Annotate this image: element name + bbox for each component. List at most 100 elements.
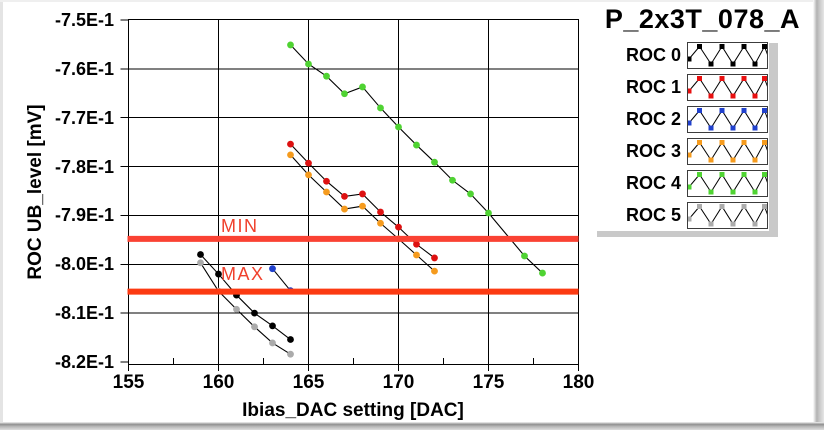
legend-marker xyxy=(762,76,767,81)
legend-marker xyxy=(687,56,692,62)
legend-plot-style-swatch[interactable] xyxy=(687,138,768,165)
marker-roc1 xyxy=(305,159,312,167)
marker-roc0 xyxy=(215,270,222,278)
marker-roc4 xyxy=(323,72,330,80)
chart-title: P_2x3T_078_A xyxy=(604,4,800,34)
legend-marker xyxy=(741,140,747,145)
legend-shadow xyxy=(597,231,778,237)
legend-row-roc3[interactable]: ROC 3 xyxy=(586,138,812,165)
window-border-top xyxy=(0,0,824,2)
marker-roc4 xyxy=(449,176,456,184)
marker-roc5 xyxy=(233,305,240,313)
marker-roc1 xyxy=(395,223,402,231)
x-tick-label: 155 xyxy=(112,372,145,393)
legend-marker xyxy=(752,157,758,163)
marker-roc3 xyxy=(377,219,384,227)
marker-roc1 xyxy=(359,190,366,198)
legend-marker xyxy=(687,184,692,190)
legend-row-roc1[interactable]: ROC 1 xyxy=(586,74,812,101)
x-tick-label: 180 xyxy=(562,372,595,393)
y-tick-label: -8.1E-1 xyxy=(54,303,114,324)
legend-marker xyxy=(762,204,767,209)
marker-roc5 xyxy=(197,259,204,267)
legend-line xyxy=(688,109,768,129)
marker-roc0 xyxy=(197,251,204,258)
legend-plot-style-swatch[interactable] xyxy=(687,202,768,229)
legend-swatch-border xyxy=(687,42,768,69)
marker-roc5 xyxy=(251,323,258,331)
legend-marker xyxy=(687,216,692,222)
legend-marker xyxy=(762,172,767,177)
marker-roc4 xyxy=(377,104,384,112)
marker-roc3 xyxy=(413,251,420,259)
legend-marker xyxy=(762,44,767,49)
legend-label: ROC 3 xyxy=(625,141,681,161)
legend-row-roc5[interactable]: ROC 5 xyxy=(586,202,812,229)
y-tick-label: -7.5E-1 xyxy=(54,10,114,30)
legend-marker xyxy=(719,172,725,177)
marker-roc3 xyxy=(359,202,366,210)
legend-label: ROC 5 xyxy=(625,205,681,225)
legend-label: ROC 0 xyxy=(625,45,681,65)
legend-marker xyxy=(708,125,714,131)
legend-row-roc4[interactable]: ROC 4 xyxy=(586,170,812,197)
window-border-right xyxy=(813,0,824,430)
legend-marker xyxy=(687,120,692,126)
legend-plot-style-swatch[interactable] xyxy=(687,42,768,69)
legend-plot-style-swatch[interactable] xyxy=(687,170,768,197)
legend-marker xyxy=(708,157,714,163)
legend-marker xyxy=(741,108,747,113)
legend-line xyxy=(688,77,768,97)
marker-roc1 xyxy=(431,254,438,262)
legend-plot-style-swatch[interactable] xyxy=(687,74,768,101)
marker-roc3 xyxy=(287,151,294,159)
plot-frame xyxy=(127,18,580,366)
legend-marker xyxy=(687,152,692,158)
marker-roc5 xyxy=(287,350,294,358)
series-line-roc0 xyxy=(200,254,291,340)
legend-swatch-border xyxy=(687,202,768,229)
marker-roc4 xyxy=(359,83,366,91)
series-line-roc3 xyxy=(290,154,435,272)
legend-marker xyxy=(752,125,758,131)
y-tick-label: -7.9E-1 xyxy=(54,205,114,226)
legend-marker xyxy=(719,140,725,145)
marker-roc1 xyxy=(377,208,384,216)
legend-marker xyxy=(697,108,702,113)
legend-marker xyxy=(697,76,702,81)
legend-row-roc0[interactable]: ROC 0 xyxy=(586,42,812,69)
legend-marker xyxy=(741,44,747,49)
marker-roc0 xyxy=(269,322,276,330)
x-axis-title: Ibias_DAC setting [DAC] xyxy=(242,400,464,421)
legend-marker xyxy=(730,221,736,227)
marker-roc3 xyxy=(323,188,330,196)
legend-marker xyxy=(762,140,767,145)
marker-roc0 xyxy=(251,309,258,317)
marker-roc3 xyxy=(431,267,438,275)
series-line-roc2 xyxy=(272,268,291,292)
y-tick-label: -8.2E-1 xyxy=(54,351,114,372)
y-tick-label: -7.6E-1 xyxy=(54,58,114,79)
legend-plot-style-swatch[interactable] xyxy=(687,106,768,133)
marker-roc1 xyxy=(341,192,348,200)
legend-marker xyxy=(708,189,714,195)
legend-marker xyxy=(752,93,758,99)
legend-marker xyxy=(730,157,736,163)
marker-roc2 xyxy=(269,265,276,273)
legend-swatch-border xyxy=(687,138,768,165)
marker-roc3 xyxy=(305,171,312,179)
legend-marker xyxy=(762,108,767,113)
legend-line xyxy=(688,205,768,225)
legend-marker xyxy=(730,189,736,195)
legend-marker xyxy=(741,172,747,177)
legend-marker xyxy=(719,204,725,209)
legend-row-roc2[interactable]: ROC 2 xyxy=(586,106,812,133)
legend-shadow xyxy=(769,43,778,231)
marker-roc4 xyxy=(305,60,312,68)
legend-line xyxy=(688,45,768,65)
legend-line xyxy=(688,173,768,193)
marker-roc4 xyxy=(287,41,294,49)
legend-marker xyxy=(752,189,758,195)
marker-roc1 xyxy=(323,177,330,185)
